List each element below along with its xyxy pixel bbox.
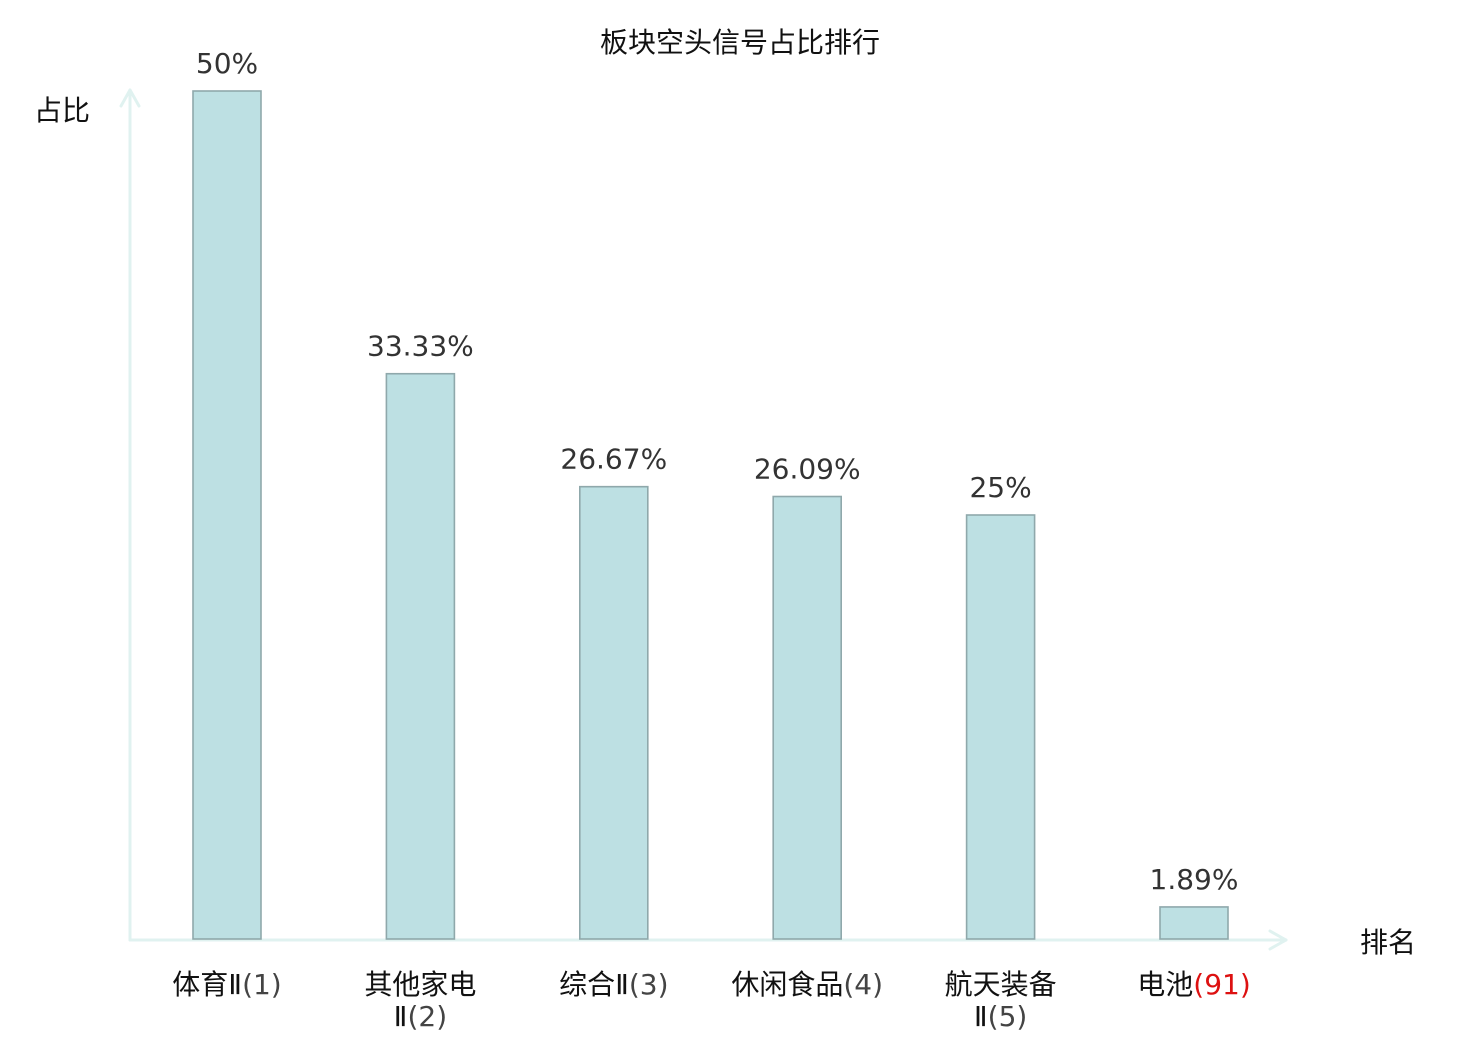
- y-axis-arrow: [119, 88, 141, 108]
- bar: [1159, 906, 1229, 940]
- value-label: 50%: [196, 47, 258, 80]
- bar: [192, 90, 262, 940]
- category-label: 航天装备: [945, 968, 1057, 1001]
- category-label: 体育Ⅱ(1): [172, 968, 281, 1001]
- bar: [578, 485, 649, 940]
- value-label: 26.09%: [754, 453, 861, 486]
- y-axis-label: 占比: [34, 94, 90, 127]
- category-rank: (91): [1193, 968, 1250, 1001]
- value-label: 1.89%: [1150, 863, 1239, 896]
- category-rank: (3): [629, 968, 669, 1001]
- category-name-suffix: Ⅱ: [394, 1000, 408, 1033]
- category-rank: (2): [407, 1000, 447, 1033]
- category-rank: (1): [242, 968, 282, 1001]
- bars-group: [192, 90, 1229, 940]
- category-label-line2: Ⅱ(2): [394, 1000, 447, 1033]
- labels-group: 50%体育Ⅱ(1)33.33%其他家电Ⅱ(2)26.67%综合Ⅱ(3)26.09…: [172, 47, 1250, 1033]
- chart-title: 板块空头信号占比排行: [600, 26, 880, 59]
- category-name: 航天装备: [945, 968, 1057, 1001]
- category-name: 体育Ⅱ: [172, 968, 242, 1001]
- category-name: 电池: [1137, 968, 1193, 1001]
- x-axis-label: 排名: [1360, 926, 1416, 959]
- bar: [772, 495, 843, 940]
- category-label: 电池(91): [1137, 968, 1251, 1001]
- category-label-line2: Ⅱ(5): [974, 1000, 1027, 1033]
- category-name: 其他家电: [364, 968, 476, 1001]
- category-name-suffix: Ⅱ: [974, 1000, 988, 1033]
- axes: [119, 88, 1288, 951]
- x-axis-arrow: [1268, 929, 1288, 951]
- category-rank: (5): [988, 1000, 1028, 1033]
- category-label: 休闲食品(4): [731, 968, 883, 1001]
- category-label: 综合Ⅱ(3): [559, 968, 668, 1001]
- bar: [385, 372, 456, 940]
- category-label: 其他家电: [364, 968, 476, 1001]
- category-rank: (4): [843, 968, 883, 1001]
- bar: [965, 514, 1036, 940]
- category-name: 综合Ⅱ: [559, 968, 629, 1001]
- value-label: 33.33%: [367, 330, 474, 363]
- value-label: 26.67%: [560, 443, 667, 476]
- value-label: 25%: [969, 471, 1031, 504]
- category-name: 休闲食品: [731, 968, 843, 1001]
